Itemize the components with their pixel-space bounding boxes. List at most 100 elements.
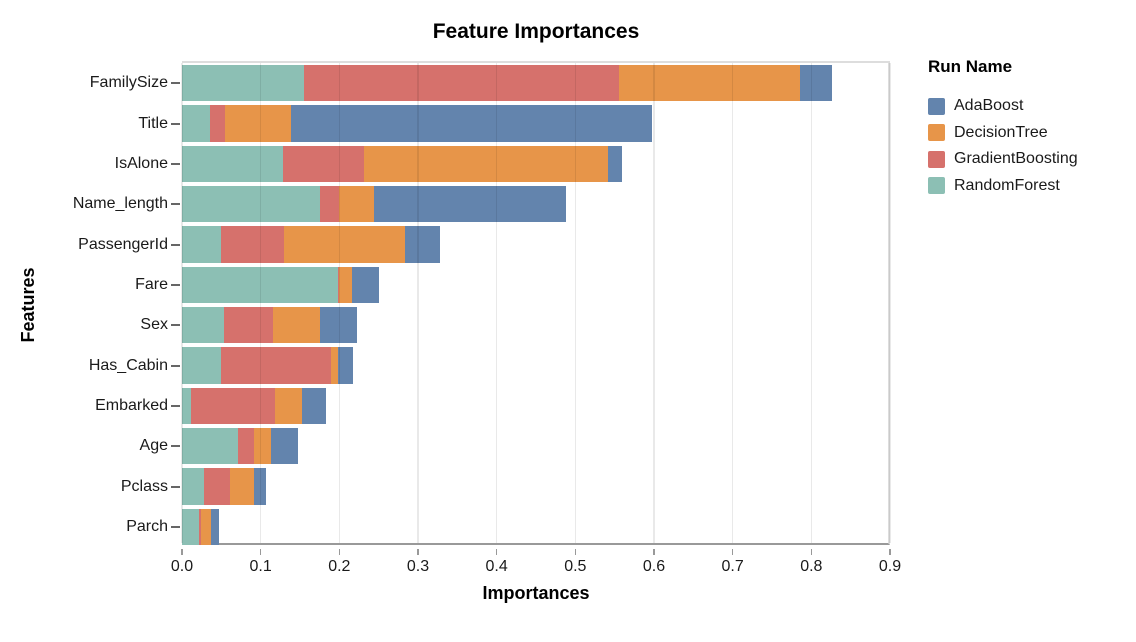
legend-items: AdaBoost DecisionTree GradientBoosting Rand… <box>928 93 1078 199</box>
legend: Run Name AdaBoost DecisionTree GradientBoo… <box>928 57 1078 199</box>
bar-segment-RandomForest-IsAlone[interactable] <box>182 145 284 183</box>
bar-segment-RandomForest-PassengerId[interactable] <box>182 226 221 263</box>
bar-segment-AdaBoost-PassengerId[interactable] <box>405 226 441 263</box>
bar-segment-GradientBoosting-Has_Cabin[interactable] <box>220 347 331 384</box>
bar-segment-GradientBoosting-IsAlone[interactable] <box>283 145 364 183</box>
x-tick-0.4 <box>495 549 498 555</box>
bar-segment-DecisionTree-FamilySize[interactable] <box>618 64 800 102</box>
x-tick-0.3 <box>417 549 419 555</box>
x-tick-0.6 <box>653 549 655 555</box>
gridline-0.9 <box>889 63 891 543</box>
gridline-0.3 <box>417 63 419 543</box>
bar-segment-GradientBoosting-Title[interactable] <box>210 105 226 142</box>
bar-segment-RandomForest-Embarked[interactable] <box>182 387 191 425</box>
bar-segment-RandomForest-Parch[interactable] <box>182 508 199 546</box>
bar-segment-GradientBoosting-FamilySize[interactable] <box>303 64 619 102</box>
ytick-label-FamilySize: FamilySize <box>89 74 168 92</box>
xtick-label-0.3: 0.3 <box>406 558 430 575</box>
bar-segment-AdaBoost-Has_Cabin[interactable] <box>337 347 353 384</box>
gridline-0.7 <box>731 63 734 543</box>
bar-segment-GradientBoosting-Sex[interactable] <box>223 306 274 344</box>
gridline-0.2 <box>338 63 341 543</box>
xtick-label-0.7: 0.7 <box>721 558 744 575</box>
ytick-label-Title: Title <box>138 114 168 132</box>
bar-segment-DecisionTree-Age[interactable] <box>253 427 271 465</box>
ytick-label-Age: Age <box>139 437 168 455</box>
ytick-label-Embarked: Embarked <box>95 396 168 414</box>
x-tick-0.2 <box>338 549 341 555</box>
bar-segment-DecisionTree-Embarked[interactable] <box>274 387 302 425</box>
bar-segment-DecisionTree-Has_Cabin[interactable] <box>330 347 338 384</box>
bar-segment-AdaBoost-Name_length[interactable] <box>373 185 566 223</box>
legend-item-GradientBoosting[interactable]: GradientBoosting <box>928 146 1078 173</box>
bar-segment-RandomForest-Name_length[interactable] <box>182 185 321 223</box>
x-tick-0.7 <box>731 549 734 555</box>
bar-segment-AdaBoost-FamilySize[interactable] <box>799 64 832 102</box>
xtick-label-0.8: 0.8 <box>800 558 823 575</box>
bar-segment-GradientBoosting-Parch[interactable] <box>198 508 201 546</box>
ytick-label-PassengerId: PassengerId <box>78 235 168 253</box>
bar-segment-RandomForest-FamilySize[interactable] <box>182 64 304 102</box>
bar-segment-AdaBoost-Fare[interactable] <box>351 266 379 304</box>
bar-segment-RandomForest-Sex[interactable] <box>182 306 224 344</box>
legend-label-AdaBoost: AdaBoost <box>954 97 1024 115</box>
gridline-0.0 <box>181 63 183 543</box>
bar-segment-GradientBoosting-Name_length[interactable] <box>320 185 340 223</box>
bar-segment-RandomForest-Has_Cabin[interactable] <box>182 347 221 384</box>
y-tick-Has_Cabin <box>171 364 180 367</box>
y-tick-Embarked <box>171 404 180 407</box>
x-tick-0.1 <box>259 549 262 555</box>
y-tick-IsAlone <box>171 162 180 165</box>
bar-segment-RandomForest-Pclass[interactable] <box>182 468 205 505</box>
xtick-label-0.6: 0.6 <box>642 558 666 575</box>
bar-segment-RandomForest-Fare[interactable] <box>182 266 338 304</box>
bar-segment-GradientBoosting-Age[interactable] <box>237 427 254 465</box>
bar-segment-AdaBoost-Parch[interactable] <box>211 508 219 546</box>
x-tick-0.0 <box>181 549 183 555</box>
bar-segment-RandomForest-Age[interactable] <box>182 427 238 465</box>
chart-title: Feature Importances <box>432 20 640 43</box>
bar-segment-AdaBoost-Title[interactable] <box>291 105 652 142</box>
xtick-label-0.4: 0.4 <box>485 558 508 575</box>
bar-segment-GradientBoosting-PassengerId[interactable] <box>220 226 285 263</box>
legend-swatch-DecisionTree <box>928 124 945 142</box>
bar-segment-RandomForest-Title[interactable] <box>182 105 211 142</box>
bar-segment-AdaBoost-Age[interactable] <box>270 427 299 465</box>
xtick-label-0.2: 0.2 <box>328 558 351 575</box>
bar-segment-GradientBoosting-Embarked[interactable] <box>190 387 275 425</box>
legend-item-DecisionTree[interactable]: DecisionTree <box>928 120 1078 147</box>
legend-swatch-GradientBoosting <box>928 150 945 168</box>
bar-segment-DecisionTree-Name_length[interactable] <box>339 185 374 223</box>
bar-segment-DecisionTree-Parch[interactable] <box>200 508 212 546</box>
legend-label-DecisionTree: DecisionTree <box>954 123 1048 141</box>
bar-segment-DecisionTree-PassengerId[interactable] <box>284 226 406 263</box>
legend-item-AdaBoost[interactable]: AdaBoost <box>928 93 1078 120</box>
bar-segment-AdaBoost-IsAlone[interactable] <box>607 145 622 183</box>
gridline-0.6 <box>653 63 655 543</box>
bar-segment-DecisionTree-Pclass[interactable] <box>229 468 254 505</box>
bar-segment-DecisionTree-Title[interactable] <box>225 105 292 142</box>
y-tick-FamilySize <box>171 82 180 85</box>
y-tick-Fare <box>171 283 180 286</box>
xtick-label-0.5: 0.5 <box>564 558 587 575</box>
gridline-0.5 <box>574 63 577 543</box>
bar-segment-DecisionTree-Fare[interactable] <box>339 266 352 304</box>
legend-title: Run Name <box>928 57 1013 76</box>
y-tick-Title <box>171 122 180 125</box>
legend-item-RandomForest[interactable]: RandomForest <box>928 173 1078 200</box>
legend-label-RandomForest: RandomForest <box>954 176 1060 194</box>
bar-segment-AdaBoost-Pclass[interactable] <box>253 468 267 505</box>
bar-segment-GradientBoosting-Pclass[interactable] <box>204 468 230 505</box>
bar-segment-DecisionTree-IsAlone[interactable] <box>363 145 608 183</box>
y-tick-Pclass <box>171 485 180 488</box>
x-tick-0.9 <box>889 549 891 555</box>
xtick-label-0.1: 0.1 <box>249 558 272 575</box>
bar-segment-DecisionTree-Sex[interactable] <box>273 306 320 344</box>
ytick-label-Fare: Fare <box>135 275 168 293</box>
bar-segment-AdaBoost-Embarked[interactable] <box>301 387 326 425</box>
ytick-label-Parch: Parch <box>126 517 168 535</box>
x-tick-0.8 <box>810 549 813 555</box>
bar-segment-AdaBoost-Sex[interactable] <box>319 306 358 344</box>
bar-segment-GradientBoosting-Fare[interactable] <box>337 266 340 304</box>
